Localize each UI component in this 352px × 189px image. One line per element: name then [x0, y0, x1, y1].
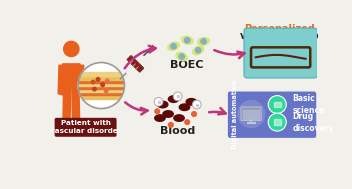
Polygon shape	[63, 64, 80, 87]
Ellipse shape	[179, 104, 190, 111]
Polygon shape	[78, 65, 84, 95]
Circle shape	[179, 54, 184, 59]
Ellipse shape	[168, 42, 180, 50]
Bar	[78, 80, 124, 83]
Polygon shape	[72, 87, 80, 126]
Circle shape	[96, 77, 100, 81]
Bar	[274, 102, 281, 107]
Bar	[243, 110, 259, 119]
Circle shape	[192, 112, 196, 116]
Text: Patient with
vascular disorder: Patient with vascular disorder	[50, 120, 121, 134]
Circle shape	[193, 100, 201, 109]
Circle shape	[268, 113, 286, 131]
Ellipse shape	[157, 101, 168, 108]
Ellipse shape	[197, 37, 209, 45]
Circle shape	[201, 39, 206, 44]
Text: BOEC: BOEC	[170, 60, 204, 70]
Bar	[78, 92, 124, 95]
Ellipse shape	[176, 52, 187, 61]
Bar	[78, 89, 124, 92]
Circle shape	[268, 96, 286, 113]
Text: Digital automation: Digital automation	[232, 79, 238, 149]
Text: Blood: Blood	[160, 126, 195, 136]
Bar	[78, 83, 124, 86]
Ellipse shape	[181, 36, 193, 44]
Polygon shape	[58, 65, 64, 95]
Text: Basic
science: Basic science	[292, 94, 325, 115]
Text: Personalized: Personalized	[245, 24, 315, 34]
Circle shape	[184, 38, 190, 43]
Ellipse shape	[163, 111, 173, 117]
Bar	[78, 72, 124, 76]
Circle shape	[93, 87, 96, 91]
Circle shape	[78, 63, 124, 108]
Circle shape	[64, 41, 79, 57]
Polygon shape	[63, 87, 71, 126]
FancyBboxPatch shape	[251, 47, 310, 67]
Circle shape	[106, 79, 109, 83]
Circle shape	[237, 100, 265, 128]
FancyArrowPatch shape	[125, 102, 147, 115]
FancyArrowPatch shape	[214, 50, 245, 58]
Circle shape	[173, 92, 182, 101]
Bar	[78, 76, 124, 80]
FancyBboxPatch shape	[55, 118, 117, 137]
Circle shape	[154, 98, 163, 106]
Bar	[78, 95, 124, 99]
Bar	[78, 86, 124, 89]
Circle shape	[91, 80, 95, 84]
FancyArrowPatch shape	[125, 46, 156, 68]
Circle shape	[105, 89, 108, 93]
Polygon shape	[127, 56, 144, 72]
Circle shape	[171, 43, 176, 49]
Bar	[274, 119, 281, 125]
FancyBboxPatch shape	[244, 28, 318, 78]
Text: vessel-on-chip: vessel-on-chip	[240, 31, 320, 41]
FancyBboxPatch shape	[241, 107, 261, 121]
FancyArrowPatch shape	[209, 108, 226, 114]
Text: Drug
discovery: Drug discovery	[292, 112, 334, 132]
Ellipse shape	[186, 98, 196, 105]
Ellipse shape	[168, 96, 179, 102]
Circle shape	[78, 63, 125, 109]
Ellipse shape	[193, 46, 204, 55]
Circle shape	[155, 109, 159, 114]
Circle shape	[185, 120, 189, 124]
Ellipse shape	[174, 115, 184, 121]
Circle shape	[101, 83, 105, 87]
Circle shape	[195, 48, 201, 53]
Ellipse shape	[155, 115, 165, 121]
FancyBboxPatch shape	[228, 91, 316, 138]
Circle shape	[169, 122, 173, 127]
